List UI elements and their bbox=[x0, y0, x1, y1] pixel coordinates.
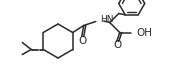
Text: HN: HN bbox=[100, 15, 113, 24]
Text: O: O bbox=[114, 40, 122, 50]
Text: OH: OH bbox=[137, 28, 153, 38]
Text: O: O bbox=[79, 35, 87, 45]
